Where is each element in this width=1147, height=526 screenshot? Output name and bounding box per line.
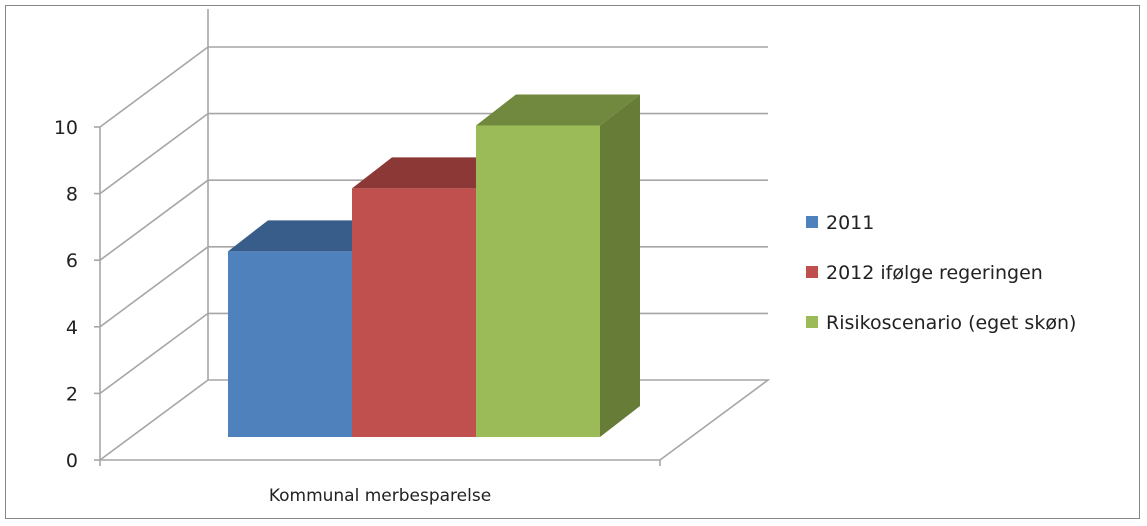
x-axis-categories: Kommunal merbesparelse bbox=[269, 486, 491, 506]
legend-swatch bbox=[806, 316, 818, 328]
bar-3 bbox=[476, 125, 600, 437]
legend-label: 2011 bbox=[826, 212, 874, 234]
y-tick-label: 2 bbox=[66, 383, 78, 405]
bar-top bbox=[352, 157, 516, 189]
bar-2 bbox=[352, 188, 476, 437]
side-gridline bbox=[99, 246, 209, 328]
y-tick-label: 8 bbox=[66, 184, 78, 206]
side-gridline bbox=[99, 312, 209, 395]
y-tick-label: 4 bbox=[66, 317, 78, 339]
legend-label: 2012 ifølge regeringen bbox=[826, 262, 1043, 284]
y-axis-ticks: 0 2 4 6 8 10 bbox=[54, 117, 78, 472]
x-category-label: Kommunal merbesparelse bbox=[269, 486, 491, 506]
bar-side bbox=[600, 94, 640, 437]
chart-bars bbox=[228, 94, 640, 437]
legend-swatch bbox=[806, 266, 818, 278]
side-gridline bbox=[99, 179, 209, 261]
legend: 2011 2012 ifølge regeringen Risikoscenario… bbox=[806, 212, 1076, 334]
side-gridline bbox=[99, 112, 209, 195]
y-tick-label: 10 bbox=[54, 117, 78, 139]
legend-label: Risikoscenario (eget skøn) bbox=[826, 312, 1076, 334]
side-gridline bbox=[99, 46, 209, 128]
legend-swatch bbox=[806, 216, 818, 228]
y-tick-label: 6 bbox=[66, 250, 78, 272]
y-tick-label: 0 bbox=[66, 450, 78, 472]
bar-top bbox=[228, 220, 392, 252]
bar-1 bbox=[228, 251, 352, 437]
bar-top bbox=[476, 94, 640, 126]
